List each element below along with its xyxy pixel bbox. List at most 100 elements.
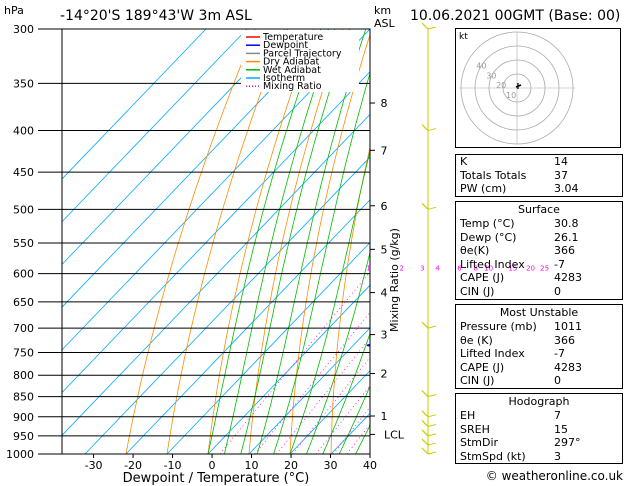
unstable-value: 0 (554, 374, 561, 388)
pressure-tick-label: 300 (13, 23, 34, 36)
hodograph-ring-label: 40 (476, 61, 486, 70)
unstable-value: 4283 (554, 360, 582, 374)
mixing-ratio-label: 6 (457, 265, 462, 273)
surface-row: CAPE (J) 4283 (456, 271, 622, 285)
surface-value: 26.1 (554, 230, 579, 244)
surface-value: 0 (554, 284, 561, 298)
pressure-tick-label: 350 (13, 77, 34, 90)
plot-frame (61, 28, 371, 455)
dry-adiabat-line (289, 33, 370, 454)
wind-barb-flag (427, 423, 437, 427)
legend-label: Temperature (262, 32, 323, 43)
wind-barb (421, 124, 429, 131)
top-value: 3.04 (554, 182, 579, 196)
hodograph-ring-label: 30 (486, 71, 496, 80)
hodo-value: 297° (554, 436, 581, 450)
legend-label: Wet Adiabat (263, 65, 321, 76)
dry-adiabat-line (248, 29, 344, 454)
wind-barb-flag (427, 442, 437, 446)
indices-table-unstable: Most Unstable Pressure (mb) 1011 θe (K) 366… (455, 304, 623, 389)
mixing-ratio-label: 8 (473, 265, 477, 273)
wind-barb (421, 410, 429, 418)
isotherm-line (62, 71, 370, 394)
isotherm-line (248, 327, 370, 454)
unstable-row: θe (K) 366 (456, 334, 622, 348)
height-tick-label: LCL (384, 428, 405, 441)
isotherm-line (62, 29, 207, 180)
wet-adiabat-line (306, 250, 370, 454)
surface-row: Lifted Index -7 (456, 258, 622, 272)
top-label: Totals Totals (460, 168, 527, 182)
hodo-label: StmSpd (kt) (460, 449, 526, 463)
wind-barb-flag (427, 414, 437, 418)
pressure-tick-label: 900 (13, 411, 34, 424)
mixing-ratio-label: 10 (484, 265, 493, 273)
wind-barb-flag (427, 394, 437, 398)
height-tick-label: 6 (381, 200, 388, 213)
height-tick-label: 2 (381, 367, 388, 380)
top-value: 14 (554, 155, 568, 168)
surface-label: CIN (J) (460, 284, 495, 298)
surface-label: Dewp (°C) (460, 230, 517, 244)
height-tick-label: 3 (381, 329, 388, 342)
isotherm-line (62, 29, 330, 308)
wet-adiabat-line (207, 29, 322, 454)
unstable-label: CIN (J) (460, 374, 495, 388)
hodo-value: 7 (554, 409, 561, 422)
mixing-ratio-label: 3 (420, 265, 424, 273)
legend-label: Dewpoint (263, 40, 308, 51)
top-row: Totals Totals 37 (456, 169, 622, 183)
pressure-tick-label: 950 (13, 430, 34, 443)
wind-barb-flag (427, 128, 437, 132)
mixing-ratio-label: 20 (526, 265, 535, 273)
pressure-tick-label: 400 (13, 125, 34, 138)
unstable-value: 366 (554, 333, 575, 347)
surface-label: Temp (°C) (460, 217, 515, 230)
isotherm-line (166, 241, 370, 454)
mixing-ratio-axis-label: Mixing Ratio (g/kg) (388, 228, 401, 332)
surface-label: CAPE (J) (460, 271, 505, 285)
legend-label: Mixing Ratio (263, 81, 322, 92)
temperature-tick-label: 20 (284, 459, 298, 472)
wind-barb-flag (427, 206, 437, 210)
hodo-value: 15 (554, 422, 568, 436)
indices-table-surface: Surface Temp (°C) 30.8 Dewp (°C) 26.1 θe(K) 3… (455, 201, 623, 300)
mixing-ratio-label: 2 (400, 265, 404, 273)
wind-barb (421, 202, 429, 210)
wet-adiabat-line (224, 29, 336, 454)
pressure-tick-label: 600 (13, 268, 34, 281)
top-label: PW (cm) (460, 182, 507, 196)
legend-label: Dry Adiabat (263, 57, 320, 68)
pressure-tick-label: 450 (13, 166, 34, 179)
height-tick-label: 7 (381, 144, 388, 157)
hodo-label: SREH (460, 422, 490, 436)
mixing-ratio-label: 4 (435, 265, 440, 273)
pressure-tick-label: 750 (13, 346, 34, 359)
mixing-ratio-label: 25 (540, 265, 549, 273)
unstable-value: -7 (554, 347, 565, 361)
pressure-axis: 300 350 400 450 500 550 600 650 700 750 800 850 900 9… (6, 23, 62, 461)
height-axis: 8 7 6 5 4 3 2 1 LCL (370, 97, 405, 441)
pressure-tick-label: 850 (13, 391, 34, 404)
isotherm-line (62, 29, 248, 223)
dry-adiabat-line (125, 29, 256, 454)
dry-adiabat-line (412, 29, 459, 454)
wind-barb (421, 321, 429, 329)
legend-label: Parcel Trajectory (263, 48, 342, 59)
temperature-tick-label: -20 (124, 459, 142, 472)
unstable-row: CAPE (J) 4283 (456, 361, 622, 375)
mixing-ratio-label: 1 (366, 265, 370, 273)
top-row: K 14 (456, 155, 622, 169)
dry-adiabat-line (626, 29, 629, 454)
mixing-ratio-label: 15 (508, 265, 517, 273)
isotherm-line (62, 29, 370, 351)
wet-adiabat-line (273, 71, 370, 454)
wet-adiabat-line (322, 332, 370, 454)
height-tick-label: 1 (381, 410, 388, 423)
wind-barb (421, 420, 429, 427)
hodo-row: EH 7 (456, 409, 622, 423)
height-tick-label: 5 (381, 243, 388, 256)
hodo-row: StmSpd (kt) 3 (456, 450, 622, 464)
